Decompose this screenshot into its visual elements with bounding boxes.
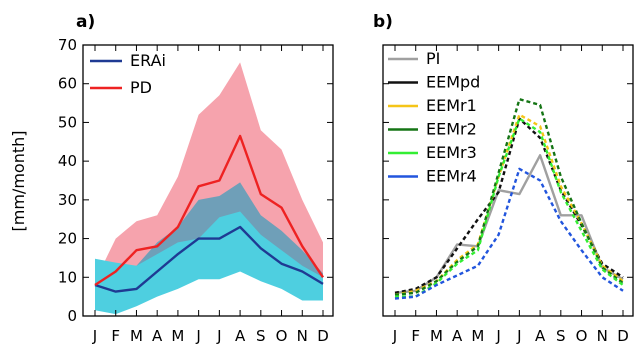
series-line-erai (94, 225, 324, 293)
legend-label-pi: PI (426, 49, 440, 68)
x-tick-label: M (171, 327, 184, 345)
y-tick-label: 50 (58, 113, 77, 131)
x-tick-label: A (235, 327, 246, 345)
panel-b-y-axis (383, 44, 633, 317)
series-line-eemr3 (395, 117, 624, 298)
series-line-eemr1 (394, 113, 624, 296)
y-tick-label: 30 (58, 191, 77, 209)
x-tick-label: F (411, 327, 420, 345)
y-tick-label: 70 (58, 36, 77, 54)
x-tick-label: S (256, 327, 266, 345)
x-tick-label: M (471, 327, 484, 345)
panel-a-frame (82, 44, 334, 317)
x-tick-label: N (597, 327, 608, 345)
x-tick-label: D (317, 327, 329, 345)
x-tick-label: J (195, 327, 200, 345)
panel-b-legend: PI EEMpd EEMr1 EEMr2 EEMr3 EEMr4 (388, 49, 480, 186)
x-tick-label: F (111, 327, 120, 345)
panel-b-frame (382, 44, 634, 317)
x-tick-label: D (617, 327, 629, 345)
panel-b-label: b) (373, 12, 393, 32)
x-tick-label: J (495, 327, 500, 345)
y-tick-label: 20 (58, 230, 77, 248)
series-line-pd (94, 134, 324, 287)
legend-label-eemr2: EEMr2 (426, 120, 477, 139)
y-axis-label: [mm/month] (9, 131, 28, 232)
y-tick-label: 10 (58, 268, 77, 286)
legend-label-pd: PD (130, 78, 152, 97)
x-tick-label: S (556, 327, 566, 345)
series-line-eemr2 (394, 97, 624, 296)
panel-b-lines (394, 97, 624, 300)
y-tick-label: 0 (67, 307, 77, 325)
x-tick-label: J (92, 327, 97, 345)
x-tick-label: J (216, 327, 221, 345)
panel-a-legend: ERAi PD (90, 51, 166, 97)
y-tick-label: 60 (58, 75, 77, 93)
x-tick-label: A (452, 327, 463, 345)
panel-a-label: a) (76, 12, 95, 32)
legend-label-eemr3: EEMr3 (426, 143, 477, 162)
x-tick-label: J (516, 327, 521, 345)
panel-a-y-axis: 0 10 20 30 40 50 60 70 (58, 36, 333, 325)
x-tick-label: J (392, 327, 397, 345)
panel-a-lines (94, 134, 324, 293)
x-tick-label: O (576, 327, 588, 345)
legend-label-eempd: EEMpd (426, 73, 480, 92)
y-tick-label: 40 (58, 152, 77, 170)
legend-label-eemr1: EEMr1 (426, 96, 477, 115)
series-line-pi (394, 154, 624, 294)
x-tick-label: N (297, 327, 308, 345)
x-tick-label: M (430, 327, 443, 345)
series-line-eemr4 (394, 167, 624, 300)
x-tick-label: M (130, 327, 143, 345)
panel-a-bands (95, 62, 323, 315)
spread-band-2 (95, 211, 323, 315)
legend-label-eemr4: EEMr4 (426, 167, 477, 186)
x-tick-label: O (276, 327, 288, 345)
legend-label-erai: ERAi (130, 51, 166, 70)
x-tick-label: A (535, 327, 546, 345)
x-tick-label: A (152, 327, 163, 345)
